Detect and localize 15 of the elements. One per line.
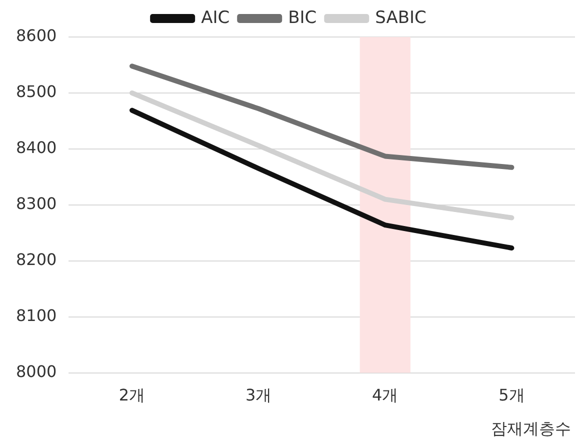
y-tick-label: 8000	[16, 362, 57, 381]
legend-label: BIC	[288, 8, 317, 28]
x-tick-label: 3개	[245, 386, 272, 405]
y-tick-label: 8500	[16, 82, 57, 102]
x-axis-title: 잠재계층수	[491, 419, 571, 440]
x-tick-label: 4개	[372, 386, 398, 405]
x-tick-label: 5개	[498, 386, 525, 405]
y-tick-label: 8200	[16, 250, 57, 270]
legend-label: AIC	[201, 8, 230, 28]
y-tick-label: 8300	[16, 194, 57, 214]
y-tick-label: 8400	[16, 138, 57, 158]
y-tick-label: 8100	[16, 306, 57, 325]
y-tick-label: 8600	[16, 26, 57, 46]
legend-label: SABIC	[375, 8, 426, 28]
x-tick-label: 2개	[118, 386, 146, 405]
